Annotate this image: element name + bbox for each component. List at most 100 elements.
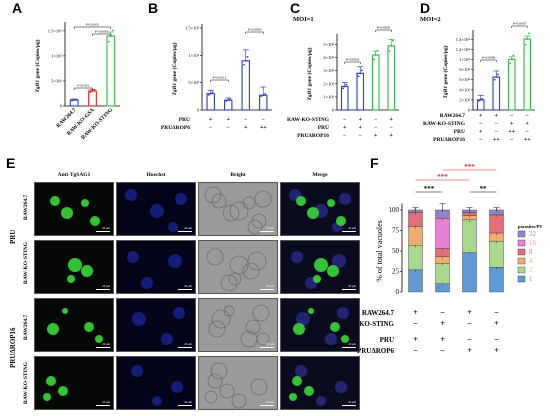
bar [371,54,380,111]
y-tick-label: 75 [392,227,400,235]
condition-row-label: PRU [380,336,394,344]
data-point [493,78,496,81]
parasite-blob [327,199,335,207]
micrograph-grid: Anti-TgSAG1 Hoechst Bright Merge PRU PRU… [8,172,360,410]
y-tick-label: 4×10³ [459,87,470,92]
condition-row-label: RAW-KO-STING [287,117,330,123]
data-point [246,55,249,58]
nucleus-blob [295,365,307,377]
micrograph-image [50,196,100,226]
sig-label: P=0.0016 [346,58,360,62]
condition-row-label: PRU [454,129,465,135]
nucleus-blob [173,307,185,319]
condition-sign: − [467,319,472,328]
scale-bar-label: 20 μm [348,226,356,230]
condition-sign: − [209,125,213,131]
scale-bar [342,231,356,232]
data-point [373,58,376,61]
parasite-blob [81,199,89,207]
data-point [209,92,212,95]
panel-letter-f: F [370,155,379,171]
data-point [524,43,527,46]
y-tick-label: 100 [389,206,400,214]
condition-sign: − [526,113,530,119]
stacked-bar-segment [435,263,450,285]
condition-sign: − [413,319,418,328]
micrograph-tile: 20 μm [116,240,196,294]
panel-letter-d: D [420,0,431,16]
parasite-blob [90,216,100,226]
sig-label: *** [464,163,475,171]
condition-sign: − [413,346,418,355]
micrograph-image [208,304,270,348]
data-point [93,88,96,91]
micrograph-image [43,376,68,401]
scale-bar-label: 20 μm [348,400,356,404]
data-point [357,75,360,78]
nucleus-blob [131,365,143,377]
bar [340,85,349,111]
parasite-blob [304,386,314,396]
nucleus-blob [335,381,347,393]
nucleus-blob [168,254,182,268]
bar [507,58,516,111]
nucleus-blob [125,189,137,201]
micrograph-tile: 20 μm [116,182,196,236]
cell-outline [208,320,226,338]
cell-outline [252,304,270,322]
parasite-blob [43,393,51,401]
condition-sign: − [440,346,445,355]
y-axis-label: TgB1 gene (Copies/μg) [171,42,178,95]
micrograph-image [206,248,267,292]
data-point [359,72,362,75]
col-title-bright: Bright [230,172,246,178]
condition-sign: ++ [524,137,531,143]
scale-bar [96,231,110,232]
bar [476,99,485,111]
condition-sign: + [526,121,530,127]
parasite-blob [327,265,339,277]
condition-sign: + [495,113,499,119]
bar [224,99,233,111]
micrograph-tile: 20 μm [34,356,114,410]
bar [106,35,116,107]
condition-sign: ++ [493,137,500,143]
stacked-bar-segment [408,212,423,227]
cell-outline [229,255,249,275]
condition-row-label: PRUΔROP16 [433,137,465,143]
nucleus-blob [291,251,303,263]
y-tick-label: 0 [332,108,335,113]
cell-outline [245,319,261,335]
nucleus-blob [161,333,173,345]
micrograph-tile: 20 μm [198,298,278,352]
condition-row-label: PRU [179,117,190,123]
bar [241,60,250,111]
x-category-label: RAW-KO-STING [80,107,114,141]
data-point [478,99,481,102]
cell-outline [231,393,247,409]
data-point [479,98,482,101]
legend-swatch [517,275,526,283]
condition-row-label: PRUΔROP6 [357,347,395,355]
condition-sign: ++ [260,125,267,131]
condition-sign: + [359,117,363,123]
nucleus-blob [332,254,346,268]
data-point [527,32,530,35]
condition-sign: + [209,117,213,123]
y-tick-label: 5×10² [188,80,199,85]
micrograph-tile: 20 μm [34,182,114,236]
legend-swatch [517,230,526,238]
scale-bar [178,289,192,290]
micrograph-tile: 20 μm [280,240,360,294]
y-tick-label: 6×10³ [459,77,470,82]
y-tick-label: 1×10³ [188,53,199,58]
legend-swatch [517,239,526,247]
sig-label: P=0.0005 [248,28,262,32]
bar [206,93,215,111]
condition-sign: − [526,129,530,135]
panel-letter-b: B [148,0,159,16]
parasite-blob [314,258,328,272]
nucleus-blob [141,277,153,289]
y-tick-label: 1×10⁵ [51,53,62,58]
condition-sign: − [510,113,514,119]
